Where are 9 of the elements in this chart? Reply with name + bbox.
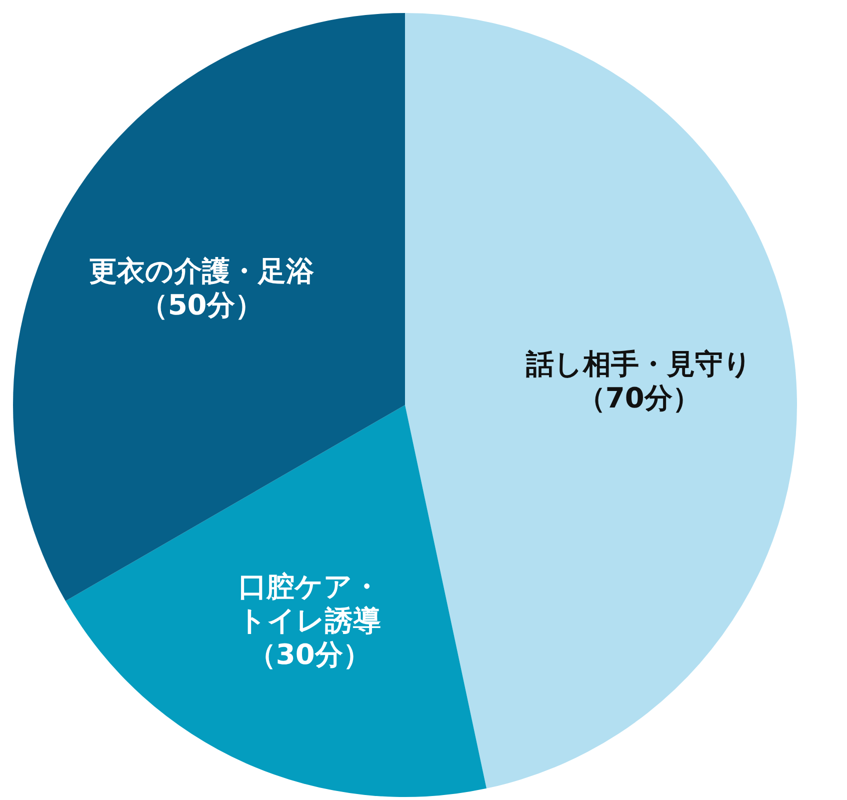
pie-slice [66, 405, 486, 797]
slice-label: 話し相手・見守り [524, 346, 752, 380]
pie-slice [13, 13, 405, 601]
data-label: （70分） [577, 380, 700, 414]
data-label: （30分） [248, 637, 371, 670]
slice-label: 更衣の介護・足浴 [88, 254, 314, 287]
slice-label: 口腔ケア・トイレ誘導 [238, 569, 381, 636]
data-label: （50分） [140, 288, 263, 321]
pie-slice [405, 13, 797, 788]
